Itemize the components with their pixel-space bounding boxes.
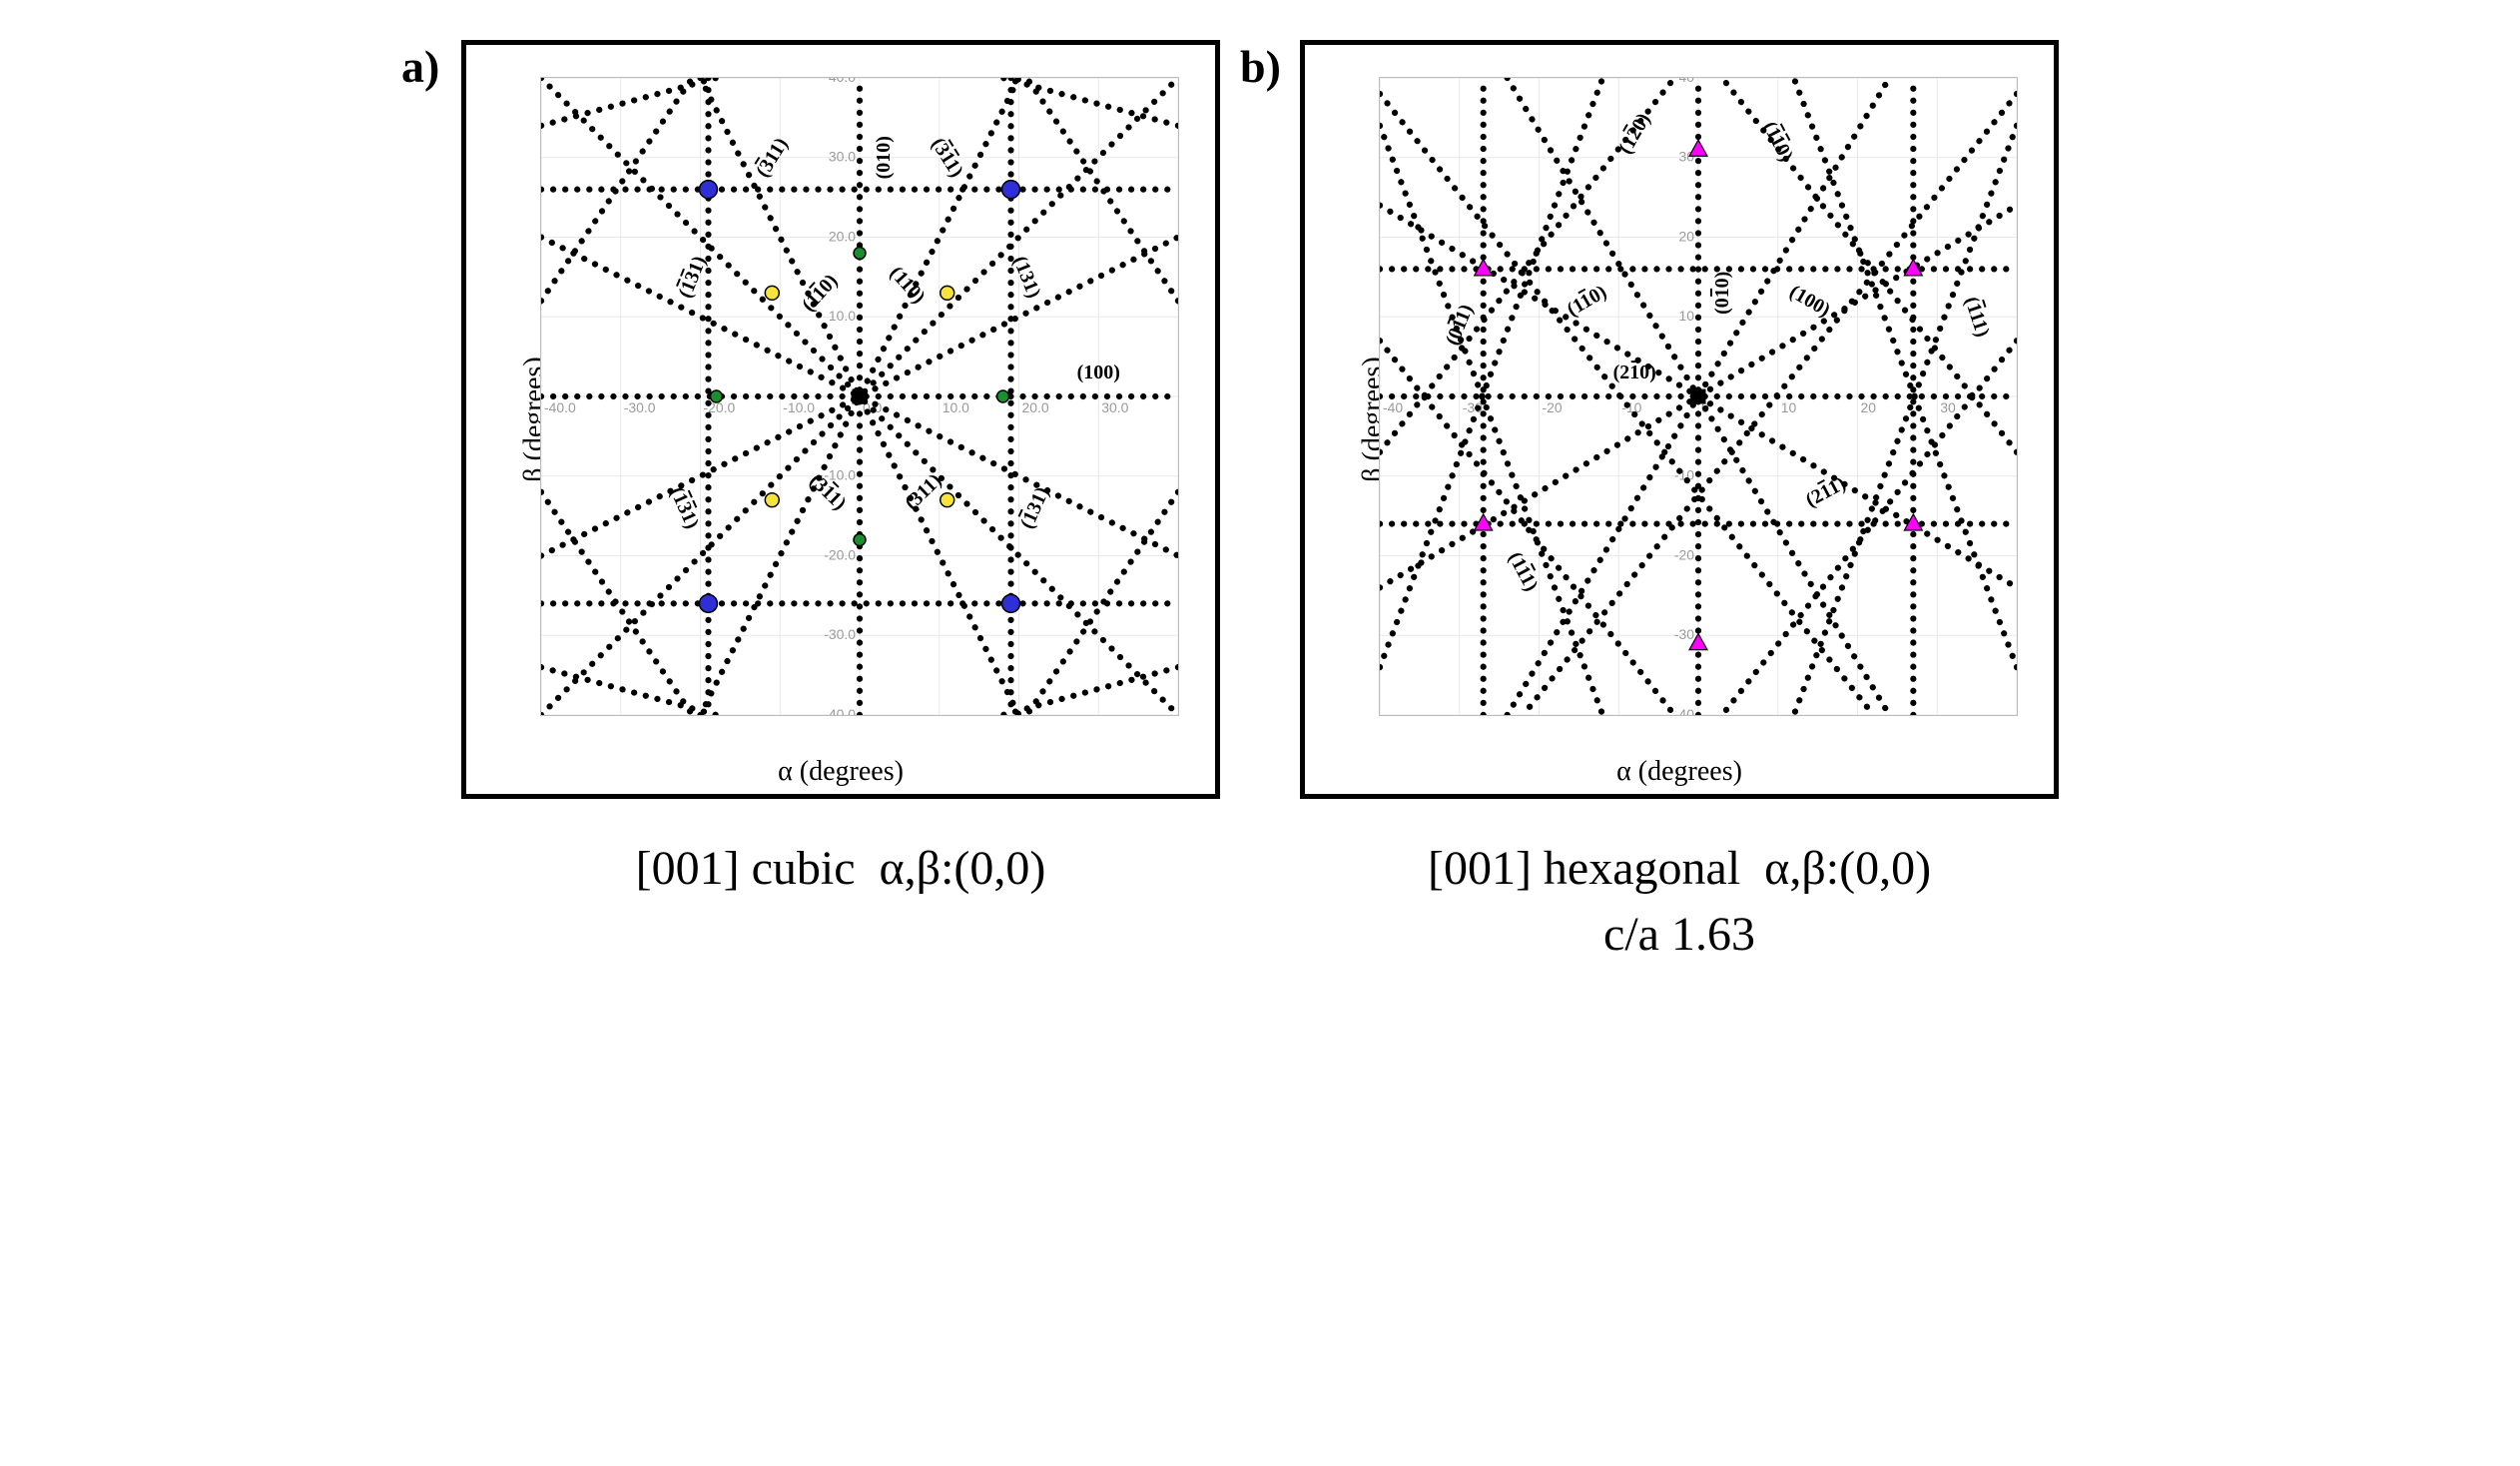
svg-text:20.0: 20.0	[829, 228, 856, 244]
svg-text:(120): (120)	[1614, 110, 1655, 158]
svg-text:(210): (210)	[1613, 362, 1656, 383]
svg-text:(131): (131)	[1008, 253, 1045, 301]
figure-container: a) β (degrees) -40.0-40.0-30.0-30.0-20.0…	[60, 40, 2460, 965]
svg-text:(110): (110)	[886, 262, 930, 308]
svg-text:(131): (131)	[1016, 483, 1054, 531]
svg-text:-40: -40	[1674, 706, 1694, 715]
svg-text:40.0: 40.0	[829, 78, 856, 85]
svg-text:(010): (010)	[1711, 272, 1733, 315]
svg-text:-40.0: -40.0	[544, 399, 576, 415]
svg-text:-30: -30	[1674, 626, 1694, 642]
panel-b-caption: [001] hexagonal α,β:(0,0)c/a 1.63	[1428, 839, 1931, 965]
panel-a-caption: [001] cubic α,β:(0,0)	[636, 839, 1046, 899]
svg-text:(131): (131)	[674, 253, 711, 301]
svg-text:10.0: 10.0	[943, 399, 969, 415]
svg-text:-20: -20	[1674, 546, 1694, 562]
svg-text:(110): (110)	[1564, 281, 1610, 321]
panel-a-frame: β (degrees) -40.0-40.0-30.0-30.0-20.0-20…	[461, 40, 1220, 799]
svg-text:30.0: 30.0	[1101, 399, 1128, 415]
svg-text:(100): (100)	[1077, 362, 1120, 383]
svg-text:10: 10	[1678, 308, 1694, 324]
panel-a-xlabel: α (degrees)	[778, 756, 904, 788]
panel-a-tag: a)	[401, 40, 439, 93]
svg-text:40: 40	[1678, 78, 1694, 85]
panel-b: b) β (degrees) -40-40-30-30-20-20-10-100…	[1300, 40, 2059, 965]
panel-b-tag: b)	[1240, 40, 1281, 93]
svg-text:(010): (010)	[873, 136, 895, 179]
panel-a-svg: -40.0-40.0-30.0-30.0-20.0-20.0-10.0-10.0…	[541, 78, 1178, 715]
panel-b-frame: β (degrees) -40-40-30-30-20-20-10-100101…	[1300, 40, 2059, 799]
panel-b-xlabel: α (degrees)	[1616, 756, 1742, 788]
svg-text:10: 10	[1781, 399, 1797, 415]
panel-a: a) β (degrees) -40.0-40.0-30.0-30.0-20.0…	[461, 40, 1220, 899]
svg-text:(131): (131)	[666, 483, 704, 531]
svg-text:10.0: 10.0	[829, 308, 856, 324]
svg-text:20.0: 20.0	[1021, 399, 1048, 415]
svg-text:20: 20	[1860, 399, 1876, 415]
svg-text:20: 20	[1678, 228, 1694, 244]
panel-b-plot: -40-40-30-30-20-20-10-100101020203030404…	[1379, 77, 2018, 716]
svg-text:30: 30	[1940, 399, 1956, 415]
svg-text:(100): (100)	[1785, 281, 1833, 322]
svg-text:(211): (211)	[1802, 472, 1849, 511]
svg-text:(110): (110)	[1758, 118, 1797, 165]
svg-text:-30.0: -30.0	[624, 399, 656, 415]
svg-text:30.0: 30.0	[829, 149, 856, 165]
panel-a-plot: -40.0-40.0-30.0-30.0-20.0-20.0-10.0-10.0…	[540, 77, 1179, 716]
svg-text:-40: -40	[1383, 399, 1403, 415]
svg-text:-10: -10	[1621, 399, 1641, 415]
svg-text:-30.0: -30.0	[824, 626, 856, 642]
svg-text:-40.0: -40.0	[824, 706, 856, 715]
svg-text:-20.0: -20.0	[824, 546, 856, 562]
panel-b-svg: -40-40-30-30-20-20-10-100101020203030404…	[1380, 78, 2017, 715]
svg-text:-10.0: -10.0	[783, 399, 815, 415]
svg-text:-20: -20	[1542, 399, 1562, 415]
